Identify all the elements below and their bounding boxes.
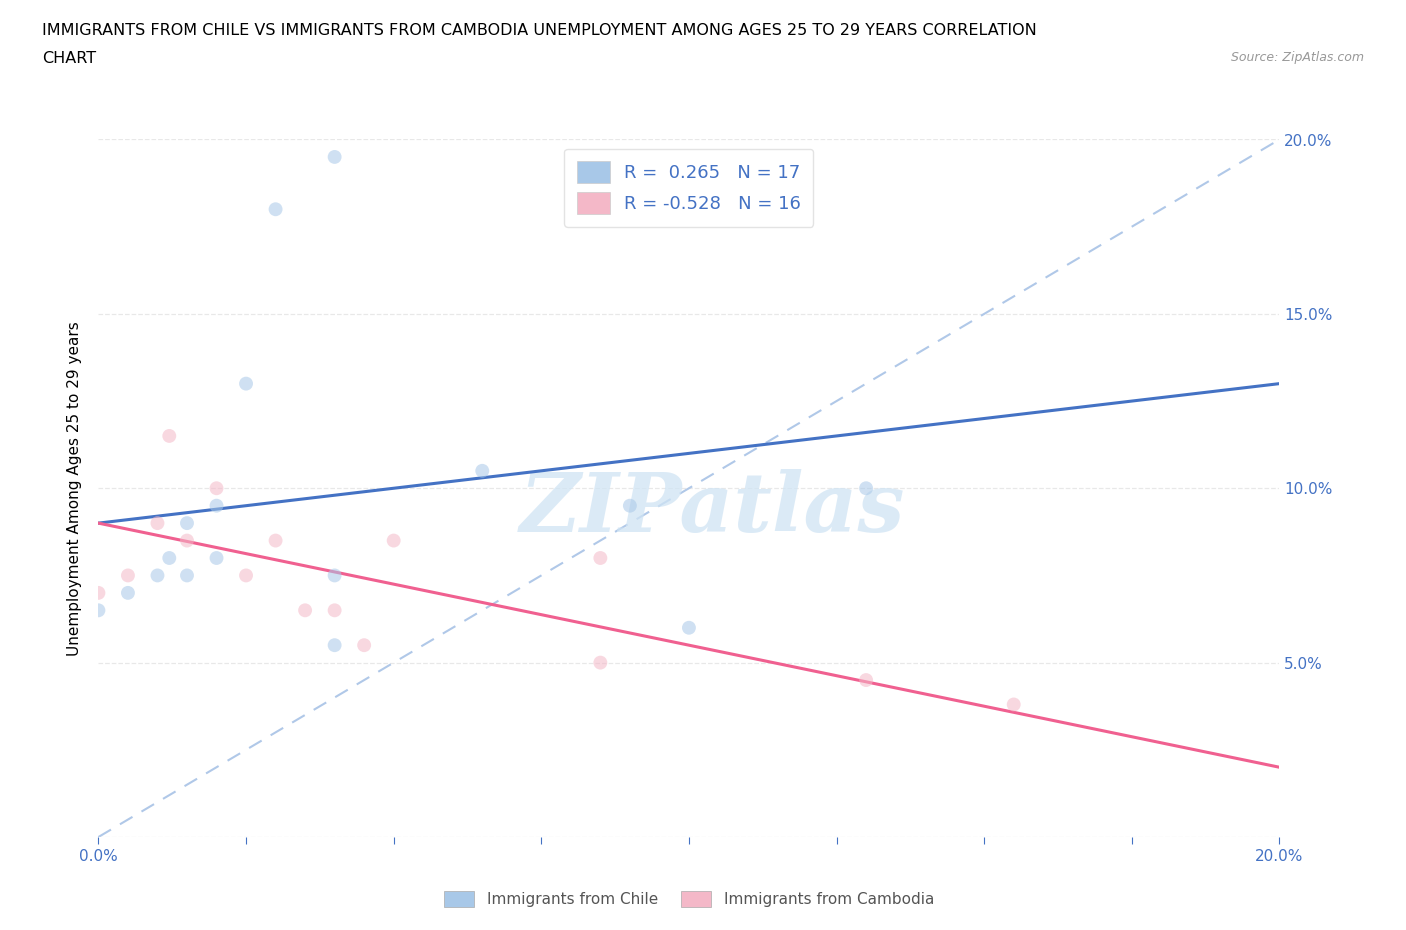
Point [176, 568, 198, 583]
Point [678, 620, 700, 635]
Point [157, 429, 180, 444]
Point [353, 638, 375, 653]
Point [117, 586, 139, 601]
Point [382, 533, 405, 548]
Point [471, 463, 494, 478]
Point [1002, 698, 1025, 712]
Text: ZIPatlas: ZIPatlas [520, 469, 905, 550]
Point [205, 551, 228, 565]
Text: Source: ZipAtlas.com: Source: ZipAtlas.com [1230, 51, 1364, 64]
Legend: Immigrants from Chile, Immigrants from Cambodia: Immigrants from Chile, Immigrants from C… [437, 884, 941, 913]
Y-axis label: Unemployment Among Ages 25 to 29 years: Unemployment Among Ages 25 to 29 years [67, 321, 83, 656]
Point [264, 202, 287, 217]
Point [87, 586, 110, 601]
Point [323, 150, 346, 165]
Point [235, 377, 257, 392]
Point [619, 498, 641, 513]
Point [294, 603, 316, 618]
Point [589, 656, 612, 671]
Text: IMMIGRANTS FROM CHILE VS IMMIGRANTS FROM CAMBODIA UNEMPLOYMENT AMONG AGES 25 TO : IMMIGRANTS FROM CHILE VS IMMIGRANTS FROM… [42, 23, 1038, 38]
Point [117, 568, 139, 583]
Point [235, 568, 257, 583]
Point [87, 603, 110, 618]
Point [589, 551, 612, 565]
Point [855, 672, 877, 687]
Point [323, 568, 346, 583]
Point [264, 533, 287, 548]
Point [146, 568, 169, 583]
Point [157, 551, 180, 565]
Point [205, 481, 228, 496]
Point [176, 533, 198, 548]
Point [855, 481, 877, 496]
Point [176, 515, 198, 530]
Text: CHART: CHART [42, 51, 96, 66]
Point [205, 498, 228, 513]
Point [323, 638, 346, 653]
Point [323, 603, 346, 618]
Point [146, 515, 169, 530]
